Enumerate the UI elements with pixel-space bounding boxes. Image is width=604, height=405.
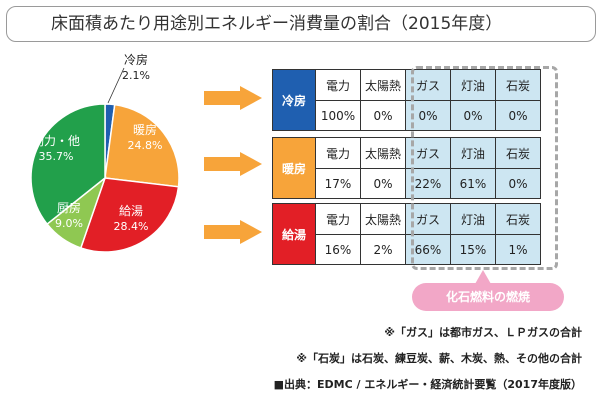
slice-value-label: 9.0% bbox=[55, 217, 83, 230]
slice-label: 冷房 bbox=[124, 52, 148, 67]
fossil-fuel-highlight-box bbox=[411, 66, 558, 270]
fossil-fuel-callout: 化石燃料の燃焼 bbox=[412, 283, 564, 311]
pie-slice bbox=[79, 177, 180, 253]
cell-value: 0% bbox=[495, 100, 541, 131]
slice-label: 暖房 bbox=[133, 122, 157, 137]
cell-value: 16% bbox=[315, 234, 361, 265]
callout-pointer bbox=[475, 270, 491, 284]
cell-value: 100% bbox=[315, 100, 361, 131]
pie-slice bbox=[30, 103, 106, 226]
usage-table-hot-water: 給湯 電力 太陽熱 ガス 灯油 石炭 16% 2% 66% 15% 1% bbox=[272, 203, 541, 265]
cell-value: 15% bbox=[450, 234, 496, 265]
cell-value: 1% bbox=[495, 234, 541, 265]
pie-labels: 冷房 2.1% 暖房 24.8% 給湯 28.4% 厨房 9.0% 動力・他 35.7% bbox=[32, 52, 162, 233]
right-arrow-icon bbox=[204, 220, 262, 244]
slice-label: 給湯 bbox=[119, 204, 143, 218]
cell-value: 0% bbox=[495, 168, 541, 199]
header-solar: 太陽熱 bbox=[360, 69, 406, 101]
header-solar: 太陽熱 bbox=[360, 137, 406, 169]
header-solar: 太陽熱 bbox=[360, 203, 406, 235]
cell-value: 61% bbox=[450, 168, 496, 199]
leader-line bbox=[107, 67, 125, 104]
pie-slice bbox=[104, 103, 180, 188]
cell-value: 0% bbox=[360, 168, 406, 199]
cell-value: 17% bbox=[315, 168, 361, 199]
header-electric: 電力 bbox=[315, 69, 361, 101]
note-coal: ※「石炭」は石炭、練豆炭、薪、木炭、熱、その他の合計 bbox=[296, 352, 582, 365]
row-category-heating: 暖房 bbox=[272, 137, 316, 199]
usage-table-cooling: 冷房 電力 太陽熱 ガス 灯油 石炭 100% 0% 0% 0% 0% bbox=[272, 69, 541, 131]
row-category-cooling: 冷房 bbox=[272, 69, 316, 131]
note-source: ■出典：EDMC / エネルギー・経済統計要覧（2017年度版） bbox=[273, 378, 582, 391]
arrows bbox=[204, 86, 262, 244]
row-category-hot-water: 給湯 bbox=[272, 203, 316, 265]
cell-value: 0% bbox=[450, 100, 496, 131]
header-kerosene: 灯油 bbox=[450, 69, 496, 101]
chart-title: 床面積あたり用途別エネルギー消費量の割合（2015年度） bbox=[6, 6, 596, 42]
cell-value: 2% bbox=[360, 234, 406, 265]
pie-slices bbox=[30, 103, 180, 253]
slice-value-label: 35.7% bbox=[39, 150, 74, 163]
slice-value-label: 2.1% bbox=[122, 69, 150, 82]
header-kerosene: 灯油 bbox=[450, 203, 496, 235]
header-coal: 石炭 bbox=[495, 69, 541, 101]
header-kerosene: 灯油 bbox=[450, 137, 496, 169]
slice-value-label: 28.4% bbox=[114, 220, 149, 233]
cell-value: 0% bbox=[360, 100, 406, 131]
slice-label: 厨房 bbox=[57, 200, 81, 215]
header-electric: 電力 bbox=[315, 137, 361, 169]
slice-value-label: 24.8% bbox=[128, 139, 163, 152]
right-arrow-icon bbox=[204, 86, 262, 110]
slice-label: 動力・他 bbox=[32, 134, 80, 148]
right-arrow-icon bbox=[204, 152, 262, 176]
header-electric: 電力 bbox=[315, 203, 361, 235]
header-coal: 石炭 bbox=[495, 137, 541, 169]
note-gas: ※「ガス」は都市ガス、ＬＰガスの合計 bbox=[384, 326, 582, 339]
